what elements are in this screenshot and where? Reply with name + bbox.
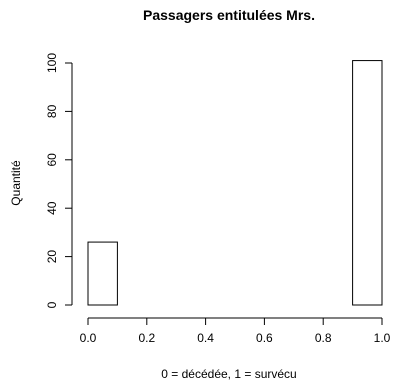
histogram-bar-0 (87, 241, 118, 306)
y-tick-label: 80 (45, 104, 59, 118)
x-tick-label: 0.6 (256, 331, 273, 345)
x-axis: 0.0 0.2 0.4 0.6 0.8 1.0 (80, 317, 391, 345)
x-axis-label: 0 = décédée, 1 = survécu (161, 367, 296, 381)
x-tick-label: 0.4 (197, 331, 214, 345)
y-tick-label: 0 (45, 301, 59, 308)
x-tick-label: 1.0 (374, 331, 391, 345)
bars-group (87, 60, 383, 306)
chart-title: Passagers entitulées Mrs. (143, 7, 315, 23)
y-axis: 0 20 40 60 80 100 (45, 53, 73, 308)
x-tick-label: 0.8 (315, 331, 332, 345)
y-tick-label: 20 (45, 250, 59, 264)
y-tick-label: 60 (45, 153, 59, 167)
y-axis-label: Quantité (9, 160, 23, 206)
x-tick-label: 0.0 (80, 331, 97, 345)
histogram-bar-9 (352, 60, 383, 306)
x-tick-label: 0.2 (138, 331, 155, 345)
y-tick-label: 100 (45, 53, 59, 73)
y-tick-label: 40 (45, 201, 59, 215)
